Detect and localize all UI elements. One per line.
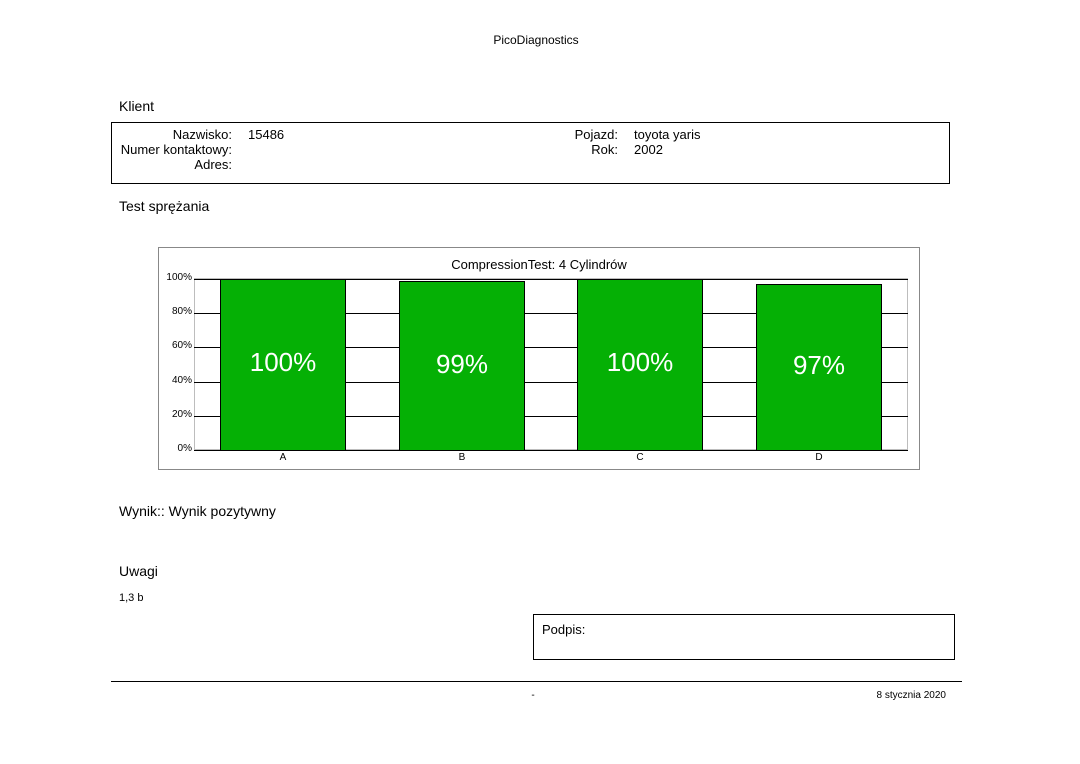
x-tick-label: D	[815, 452, 823, 463]
surname-value: 15486	[248, 127, 285, 142]
contact-label: Numer kontaktowy:	[120, 142, 232, 157]
year-value: 2002	[634, 142, 663, 157]
grid-line	[194, 382, 908, 383]
y-tick-label: 100%	[166, 272, 192, 283]
vehicle-label: Pojazd:	[574, 127, 618, 142]
address-label: Adres:	[194, 157, 232, 172]
year-label: Rok:	[591, 142, 618, 157]
footer-date: 8 stycznia 2020	[876, 690, 947, 701]
bar-value-label: 100%	[606, 347, 674, 377]
bar-value-label: 99%	[435, 349, 489, 379]
y-tick-label: 0%	[177, 443, 192, 454]
signature-label: Podpis:	[542, 622, 586, 637]
test-section-title: Test sprężania	[119, 198, 210, 214]
bar-value-label: 97%	[792, 350, 846, 380]
footer-page-marker: -	[531, 690, 535, 701]
result-text: Wynik:: Wynik pozytywny	[119, 503, 276, 519]
y-tick-label: 80%	[171, 306, 192, 317]
bar-d	[756, 284, 882, 451]
y-tick-label: 60%	[171, 340, 192, 351]
x-tick-label: A	[279, 452, 287, 463]
bar-b	[399, 281, 525, 451]
x-tick-label: C	[636, 452, 644, 463]
grid-line	[194, 313, 908, 314]
notes-title: Uwagi	[119, 563, 158, 579]
grid-line	[194, 416, 908, 417]
grid-line	[194, 279, 908, 280]
signature-box	[533, 614, 955, 660]
y-tick-label: 20%	[171, 409, 192, 420]
notes-text: 1,3 b	[119, 592, 144, 604]
surname-label: Nazwisko:	[172, 127, 232, 142]
app-title: PicoDiagnostics	[493, 33, 579, 47]
vehicle-value: toyota yaris	[634, 127, 701, 142]
y-tick-label: 40%	[171, 375, 192, 386]
x-tick-label: B	[458, 452, 466, 463]
bar-value-label: 100%	[249, 347, 317, 377]
footer-divider	[111, 681, 962, 682]
grid-line	[194, 450, 908, 451]
client-info-box	[111, 122, 950, 184]
bar-a	[220, 279, 346, 451]
client-section-title: Klient	[119, 98, 155, 114]
grid-line	[194, 347, 908, 348]
chart-frame	[158, 247, 920, 470]
bar-c	[577, 279, 703, 451]
chart-title: CompressionTest: 4 Cylindrów	[451, 257, 627, 272]
